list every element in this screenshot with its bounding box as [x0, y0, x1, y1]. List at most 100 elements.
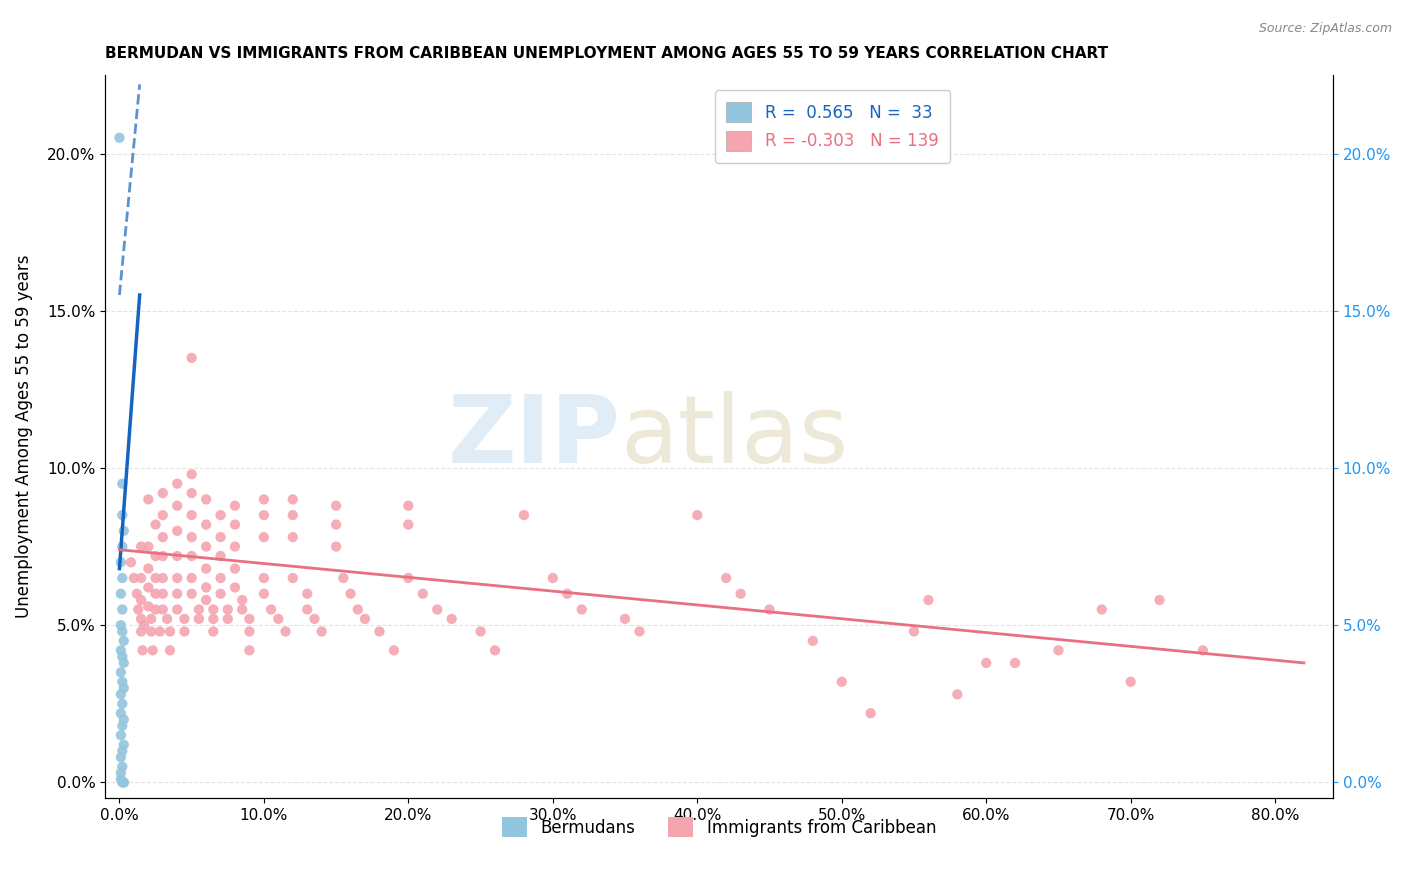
Point: [281, 571, 304, 585]
Point: [1119, 674, 1142, 689]
Point: [281, 508, 304, 522]
Point: [173, 612, 195, 626]
Point: [180, 571, 202, 585]
Point: [112, 713, 135, 727]
Point: [253, 530, 276, 544]
Point: [110, 750, 132, 764]
Point: [180, 508, 202, 522]
Point: [217, 612, 239, 626]
Point: [110, 618, 132, 632]
Point: [166, 524, 188, 538]
Point: [180, 587, 202, 601]
Point: [152, 486, 174, 500]
Point: [180, 486, 202, 500]
Point: [129, 571, 152, 585]
Point: [209, 587, 232, 601]
Point: [1192, 643, 1215, 657]
Point: [129, 612, 152, 626]
Point: [859, 706, 882, 721]
Point: [571, 602, 593, 616]
Point: [224, 499, 246, 513]
Point: [224, 517, 246, 532]
Point: [426, 602, 449, 616]
Point: [946, 687, 969, 701]
Point: [253, 492, 276, 507]
Point: [195, 517, 218, 532]
Point: [686, 508, 709, 522]
Point: [484, 643, 506, 657]
Point: [412, 587, 434, 601]
Point: [159, 643, 181, 657]
Point: [209, 571, 232, 585]
Point: [156, 612, 179, 626]
Point: [112, 656, 135, 670]
Point: [111, 697, 134, 711]
Point: [112, 775, 135, 789]
Point: [541, 571, 564, 585]
Point: [166, 549, 188, 563]
Point: [111, 649, 134, 664]
Point: [396, 517, 419, 532]
Point: [129, 540, 152, 554]
Point: [180, 530, 202, 544]
Point: [136, 599, 159, 614]
Point: [152, 549, 174, 563]
Point: [110, 706, 132, 721]
Point: [152, 508, 174, 522]
Point: [396, 571, 419, 585]
Point: [974, 656, 997, 670]
Point: [339, 587, 361, 601]
Point: [166, 476, 188, 491]
Point: [110, 555, 132, 569]
Point: [297, 602, 319, 616]
Point: [274, 624, 297, 639]
Point: [281, 530, 304, 544]
Point: [1149, 593, 1171, 607]
Point: [195, 492, 218, 507]
Point: [127, 602, 149, 616]
Point: [141, 612, 163, 626]
Point: [304, 612, 326, 626]
Point: [325, 499, 347, 513]
Point: [202, 612, 225, 626]
Point: [195, 581, 218, 595]
Text: atlas: atlas: [620, 391, 849, 483]
Point: [195, 593, 218, 607]
Point: [112, 524, 135, 538]
Point: [111, 760, 134, 774]
Point: [917, 593, 939, 607]
Point: [831, 674, 853, 689]
Point: [145, 517, 167, 532]
Point: [224, 581, 246, 595]
Point: [120, 555, 142, 569]
Y-axis label: Unemployment Among Ages 55 to 59 years: Unemployment Among Ages 55 to 59 years: [15, 255, 32, 618]
Point: [111, 674, 134, 689]
Point: [253, 508, 276, 522]
Point: [346, 602, 368, 616]
Point: [166, 602, 188, 616]
Point: [311, 624, 333, 639]
Point: [231, 602, 253, 616]
Point: [112, 634, 135, 648]
Point: [555, 587, 578, 601]
Point: [111, 571, 134, 585]
Point: [231, 593, 253, 607]
Point: [1004, 656, 1026, 670]
Point: [166, 587, 188, 601]
Point: [136, 540, 159, 554]
Point: [209, 549, 232, 563]
Point: [224, 540, 246, 554]
Point: [145, 602, 167, 616]
Point: [110, 687, 132, 701]
Point: [209, 508, 232, 522]
Point: [136, 492, 159, 507]
Point: [110, 728, 132, 742]
Point: [628, 624, 651, 639]
Point: [149, 624, 172, 639]
Point: [614, 612, 637, 626]
Point: [1047, 643, 1070, 657]
Point: [142, 643, 165, 657]
Point: [111, 624, 134, 639]
Point: [238, 643, 260, 657]
Point: [253, 587, 276, 601]
